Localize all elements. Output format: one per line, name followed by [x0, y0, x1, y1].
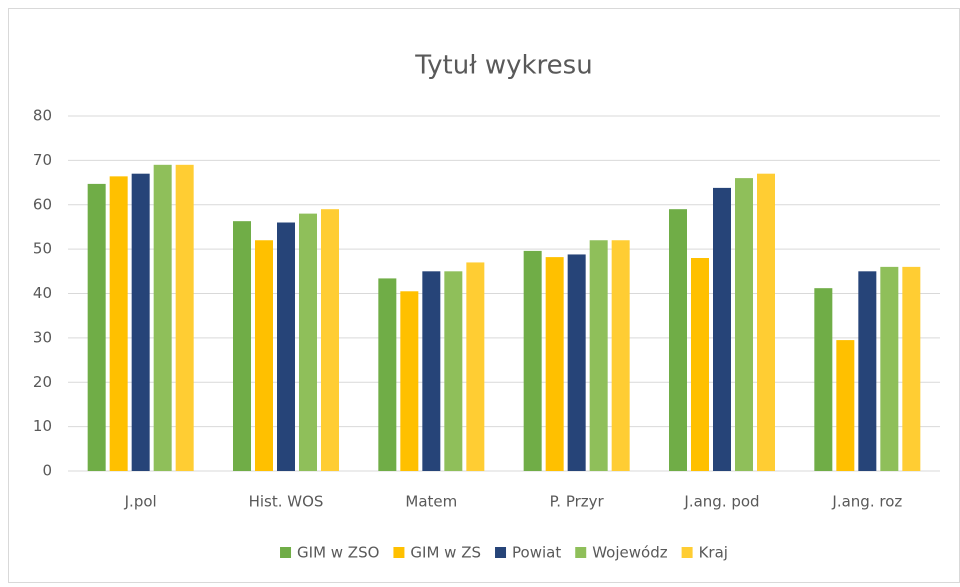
bar: [567, 254, 586, 471]
chart-title: Tytuł wykresu: [414, 51, 592, 81]
y-tick-label: 80: [33, 107, 52, 125]
bar: [814, 288, 833, 471]
bar: [691, 258, 709, 471]
legend-label: Powiat: [512, 544, 561, 562]
y-tick-label: 20: [33, 373, 52, 391]
legend-label: GIM w ZSO: [297, 544, 379, 562]
bar: [589, 240, 608, 471]
legend-swatch: [575, 547, 587, 558]
y-tick-label: 70: [33, 151, 52, 169]
bar: [757, 173, 775, 471]
bar: [255, 240, 273, 471]
x-tick-label: Matem: [405, 493, 457, 511]
y-tick-label: 0: [42, 462, 52, 480]
bar: [299, 213, 317, 471]
y-tick-label: 10: [33, 417, 52, 435]
bar: [109, 176, 128, 471]
bar: [444, 271, 463, 471]
bar: [400, 291, 419, 471]
legend-label: Kraj: [699, 544, 728, 562]
bar: [233, 221, 251, 471]
legend-swatch: [681, 547, 693, 558]
legend-swatch: [495, 547, 507, 558]
legend-swatch: [280, 547, 292, 558]
bar: [836, 340, 855, 471]
x-tick-label: Hist. WOS: [249, 493, 324, 511]
bar: [611, 240, 630, 471]
legend-swatch: [393, 547, 405, 558]
x-tick-label: P. Przyr: [550, 493, 605, 511]
bar: [87, 183, 106, 472]
y-tick-label: 50: [33, 240, 52, 258]
bar: [422, 271, 441, 471]
bar: [880, 266, 899, 471]
bar: [321, 209, 339, 471]
bar: [175, 164, 194, 471]
bar: [277, 222, 295, 471]
bar: [713, 187, 731, 471]
bar: [669, 209, 687, 471]
x-tick-label: J.pol: [124, 493, 157, 511]
bar: [902, 266, 921, 471]
bar: [131, 173, 150, 471]
bar: [858, 271, 877, 471]
bar: [153, 164, 172, 471]
x-tick-label: J.ang. roz: [831, 493, 902, 511]
bar: [378, 278, 397, 471]
legend-label: GIM w ZS: [410, 544, 481, 562]
y-tick-label: 30: [33, 328, 52, 346]
y-tick-label: 60: [33, 195, 52, 213]
legend-label: Wojewódz: [592, 544, 667, 562]
bar: [466, 262, 485, 471]
y-tick-label: 40: [33, 284, 52, 302]
bar: [735, 178, 753, 471]
bar: [545, 257, 564, 471]
x-tick-label: J.ang. pod: [683, 493, 759, 511]
bar: [523, 250, 542, 471]
